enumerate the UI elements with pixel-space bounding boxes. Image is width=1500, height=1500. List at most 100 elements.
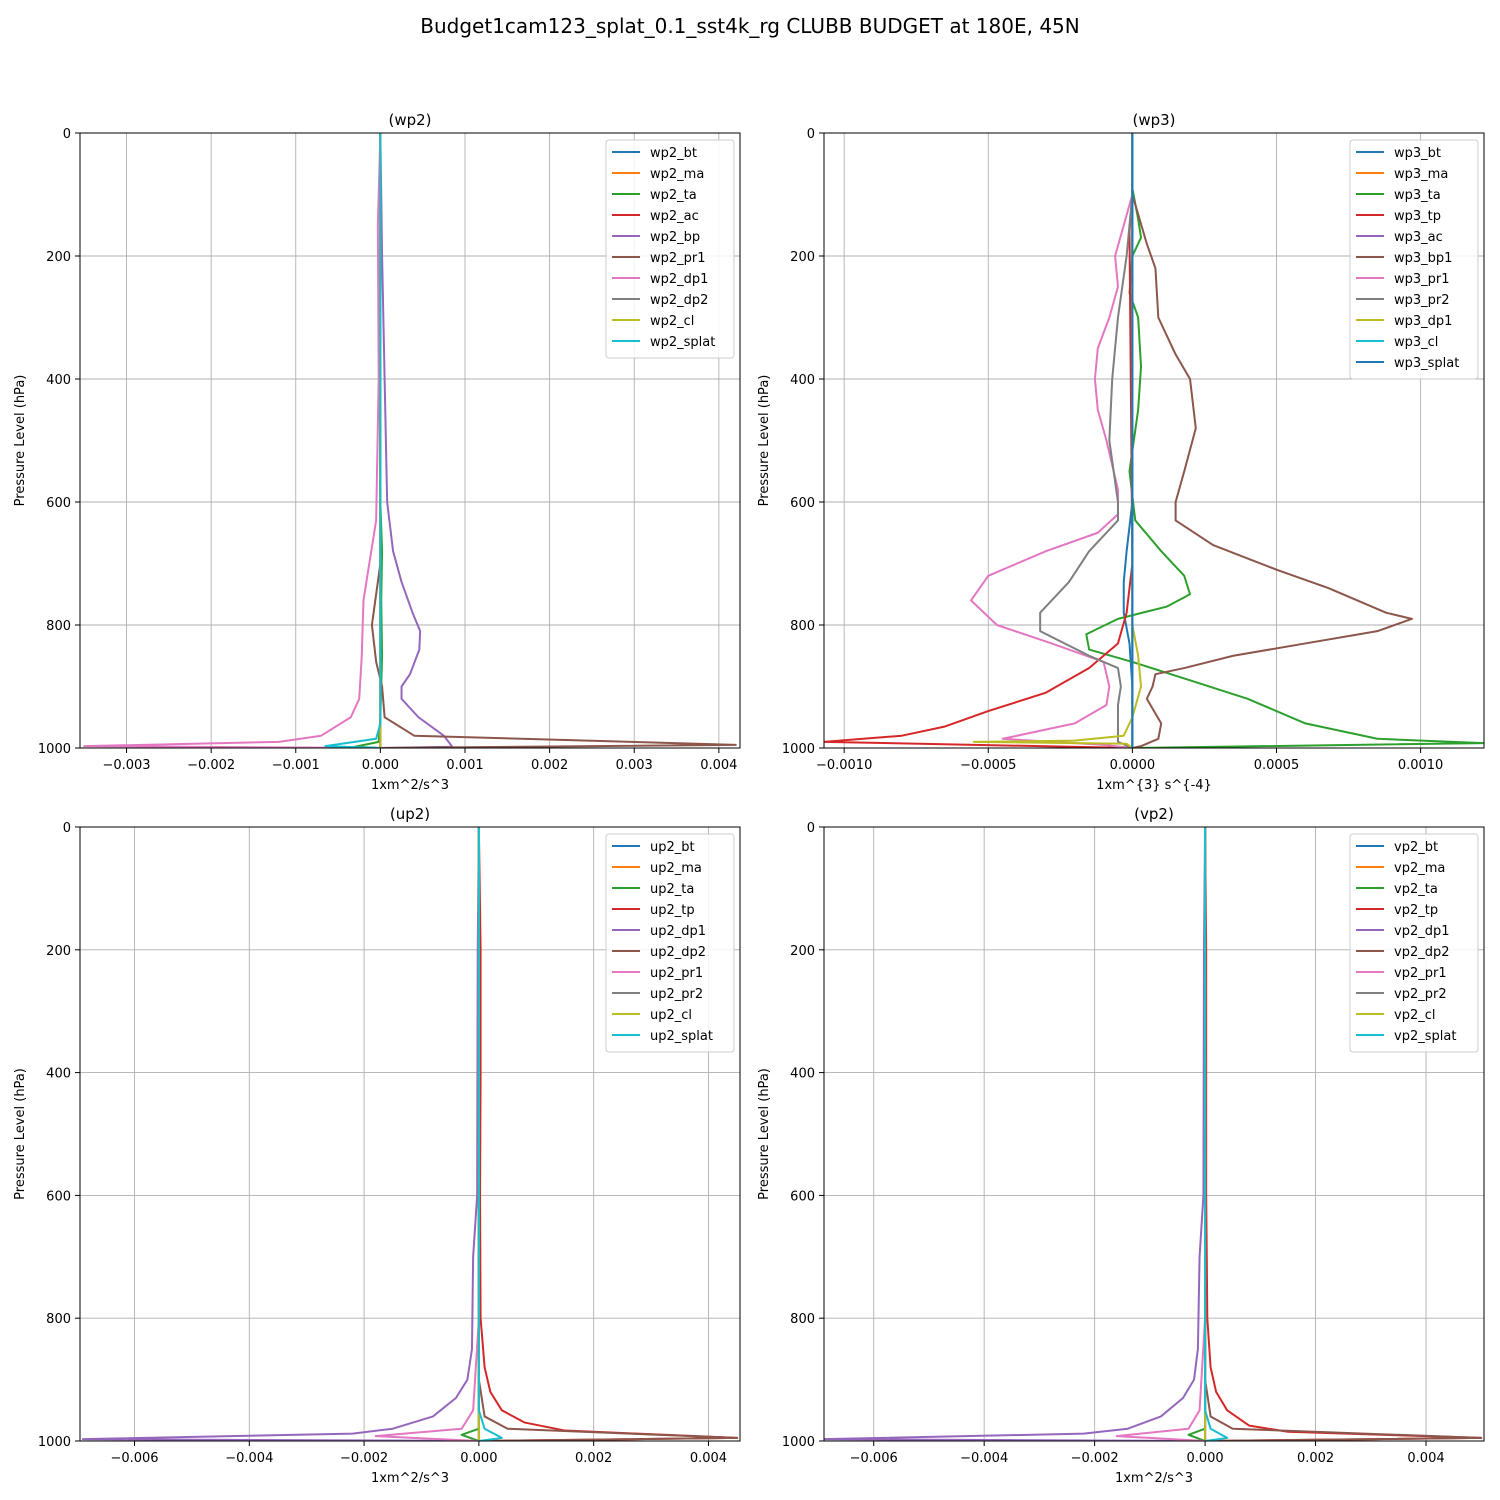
- legend-label-wp3_dp1: wp3_dp1: [1394, 314, 1452, 329]
- axes-frame: [823, 826, 1485, 1442]
- y-tick-label: 800: [790, 619, 815, 634]
- legend-label-wp3_splat: wp3_splat: [1394, 356, 1459, 371]
- x-tick-label: 0.003: [616, 758, 653, 773]
- y-tick-label: 200: [790, 944, 815, 959]
- legend-label-wp3_ma: wp3_ma: [1394, 167, 1448, 182]
- legend-label-up2_ma: up2_ma: [650, 861, 702, 876]
- series-line-wp3_pr2: [1039, 133, 1134, 748]
- panel-wp2: −0.003 −0.002 −0.001 0.000 0.001 0.002 0.003 0.…: [13, 111, 741, 793]
- legend-label-wp3_bp1: wp3_bp1: [1394, 251, 1452, 266]
- series-line-wp2_bp: [379, 133, 454, 748]
- x-tick-label: 0.002: [575, 1451, 612, 1466]
- legend-label-up2_dp1: up2_dp1: [650, 924, 706, 939]
- y-tick-label: 0: [63, 127, 71, 142]
- legend-label-wp2_pr1: wp2_pr1: [650, 251, 706, 266]
- x-tick-label: 0.004: [1407, 1451, 1444, 1466]
- legend-label-wp3_ac: wp3_ac: [1394, 230, 1443, 245]
- y-tick-label: 0: [63, 821, 71, 836]
- legend-label-up2_ta: up2_ta: [650, 882, 694, 897]
- y-tick-label: 0: [807, 821, 815, 836]
- series-group: [83, 133, 737, 748]
- series-line-up2_pr1: [374, 827, 480, 1441]
- x-tick-label: −0.004: [960, 1451, 1008, 1466]
- x-tick-label: 0.002: [531, 758, 568, 773]
- legend-label-wp3_tp: wp3_tp: [1394, 209, 1441, 224]
- y-tick-label: 800: [46, 1312, 71, 1327]
- legend-label-wp2_ma: wp2_ma: [650, 167, 704, 182]
- y-tick-label: 1000: [782, 1435, 815, 1450]
- legend-label-vp2_pr2: vp2_pr2: [1394, 987, 1447, 1002]
- legend-label-vp2_ma: vp2_ma: [1394, 861, 1445, 876]
- legend: wp2_bt wp2_ma wp2_ta wp2_ac wp2_bp wp2_pr1 wp2…: [605, 139, 735, 359]
- panel-title: (up2): [390, 805, 430, 823]
- x-tick-label: 0.000: [460, 1451, 497, 1466]
- y-tick-label: 600: [790, 496, 815, 511]
- series-line-vp2_dp1: [824, 827, 1207, 1441]
- y-tick-label: 400: [790, 1067, 815, 1082]
- legend-label-wp3_ta: wp3_ta: [1394, 188, 1441, 203]
- legend-label-wp2_bt: wp2_bt: [650, 146, 697, 161]
- legend-label-up2_pr2: up2_pr2: [650, 987, 703, 1002]
- legend: up2_bt up2_ma up2_ta up2_tp up2_dp1 up2_dp2up…: [605, 833, 735, 1053]
- y-tick-label: 600: [46, 496, 71, 511]
- legend-label-wp2_bp: wp2_bp: [650, 230, 700, 245]
- legend-label-wp3_cl: wp3_cl: [1394, 335, 1438, 350]
- y-axis-label: Pressure Level (hPa): [757, 375, 772, 507]
- x-tick-label: −0.0010: [816, 758, 872, 773]
- x-tick-label: −0.006: [110, 1451, 158, 1466]
- x-tick-label: 0.001: [446, 758, 483, 773]
- figure-title: Budget1cam123_splat_0.1_sst4k_rg CLUBB B…: [420, 14, 1080, 38]
- series-group: [81, 827, 739, 1441]
- legend-label-up2_bt: up2_bt: [650, 840, 695, 855]
- y-axis-label: Pressure Level (hPa): [13, 1068, 28, 1200]
- x-tick-label: −0.002: [340, 1451, 388, 1466]
- legend-label-wp2_splat: wp2_splat: [650, 335, 715, 350]
- y-tick-label: 200: [46, 944, 71, 959]
- y-axis-label: Pressure Level (hPa): [757, 1068, 772, 1200]
- x-tick-label: −0.006: [850, 1451, 898, 1466]
- series-line-vp2_splat: [1204, 827, 1229, 1441]
- legend-label-wp3_pr2: wp3_pr2: [1394, 293, 1450, 308]
- legend-label-vp2_splat: vp2_splat: [1394, 1029, 1456, 1044]
- panel-title: (wp3): [1132, 111, 1175, 129]
- y-tick-label: 400: [46, 373, 71, 388]
- x-tick-label: 0.004: [700, 758, 737, 773]
- panel-up2: −0.006 −0.004 −0.002 0.000 0.002 0.004 0 200 400…: [13, 805, 741, 1486]
- series-line-wp3_dp1: [972, 133, 1143, 748]
- y-tick-label: 200: [46, 250, 71, 265]
- series-line-up2_splat: [477, 827, 503, 1441]
- series-line-wp2_dp1: [83, 133, 382, 748]
- y-tick-label: 600: [46, 1189, 71, 1204]
- axes-frame: [823, 132, 1485, 749]
- series-group: [824, 827, 1483, 1441]
- legend-label-up2_tp: up2_tp: [650, 903, 695, 918]
- x-axis-label: 1xm^{3} s^{-4}: [1096, 778, 1212, 793]
- panel-vp2: −0.006 −0.004 −0.002 0.000 0.002 0.004 0 200 400…: [757, 805, 1485, 1486]
- x-tick-label: −0.002: [1071, 1451, 1119, 1466]
- axes-frame: [79, 826, 741, 1442]
- legend-label-vp2_tp: vp2_tp: [1394, 903, 1438, 918]
- panel-title: (vp2): [1134, 805, 1174, 823]
- legend-label-up2_pr1: up2_pr1: [650, 966, 703, 981]
- series-line-wp2_pr1: [370, 133, 737, 748]
- legend-label-vp2_dp2: vp2_dp2: [1394, 945, 1450, 960]
- y-tick-label: 800: [790, 1312, 815, 1327]
- y-tick-label: 1000: [38, 742, 71, 757]
- axes-frame: [79, 132, 741, 749]
- y-tick-label: 400: [790, 373, 815, 388]
- y-tick-label: 200: [790, 250, 815, 265]
- legend-label-up2_cl: up2_cl: [650, 1008, 692, 1023]
- x-axis-label: 1xm^2/s^3: [1115, 1471, 1193, 1486]
- y-tick-label: 1000: [38, 1435, 71, 1450]
- legend-label-up2_splat: up2_splat: [650, 1029, 713, 1044]
- x-tick-label: −0.002: [187, 758, 235, 773]
- series-group: [824, 133, 1484, 748]
- legend-label-wp2_dp1: wp2_dp1: [650, 272, 708, 287]
- series-line-wp2_splat: [324, 133, 382, 748]
- panel-title: (wp2): [388, 111, 431, 129]
- x-tick-label: −0.004: [225, 1451, 273, 1466]
- x-axis-label: 1xm^2/s^3: [371, 778, 449, 793]
- x-tick-label: 0.000: [1186, 1451, 1223, 1466]
- x-tick-label: −0.0005: [960, 758, 1016, 773]
